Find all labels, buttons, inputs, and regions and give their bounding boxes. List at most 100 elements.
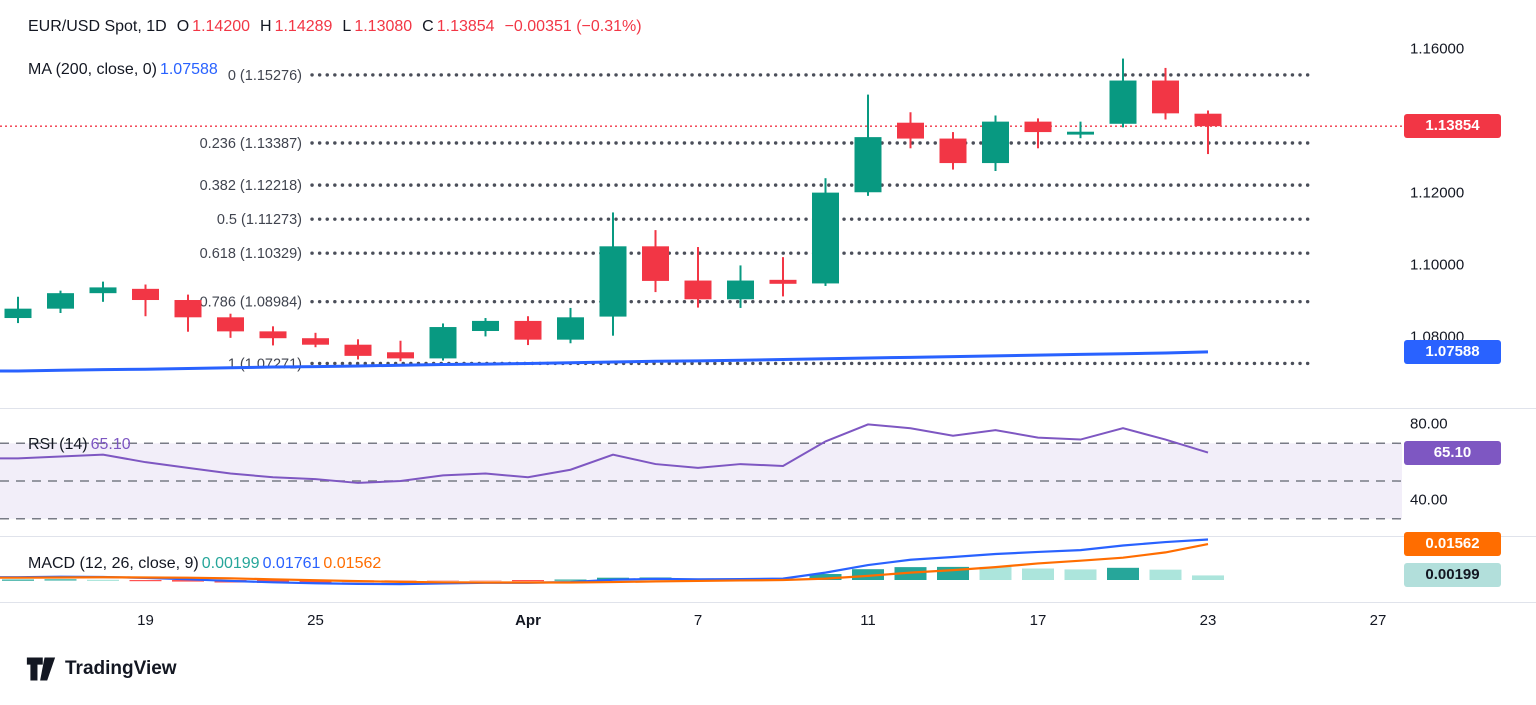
- rsi-tick: 40.00: [1410, 491, 1448, 509]
- rsi-value: 65.10: [90, 436, 131, 453]
- candle-body[interactable]: [47, 293, 74, 309]
- rsi-legend[interactable]: RSI (14) 65.10: [28, 436, 131, 454]
- candle-body[interactable]: [982, 121, 1009, 164]
- macd-histogram-bar[interactable]: [44, 579, 77, 581]
- time-scale[interactable]: 19 25 Apr 7 11 17 23 27: [0, 606, 1536, 644]
- ma-label: MA (200, close, 0): [28, 61, 157, 78]
- candle-body[interactable]: [344, 344, 372, 356]
- candle-body[interactable]: [174, 300, 202, 318]
- price-tick: 1.16000: [1410, 40, 1465, 58]
- time-tick-11: 11: [860, 612, 876, 629]
- macd-histogram-bar[interactable]: [1149, 569, 1182, 580]
- macd-histogram-bar[interactable]: [427, 580, 459, 582]
- candle-body[interactable]: [514, 320, 542, 340]
- candle-body[interactable]: [259, 331, 287, 339]
- time-tick-23: 23: [1199, 612, 1217, 629]
- macd-histogram-bar[interactable]: [172, 580, 204, 582]
- ohlc-close-label: C: [422, 18, 434, 35]
- time-tick-17: 17: [1029, 612, 1047, 629]
- tradingview-brand-text: TradingView: [65, 658, 177, 679]
- candle-body[interactable]: [387, 352, 414, 359]
- macd-histogram-bar[interactable]: [1022, 568, 1054, 581]
- macd-histogram-bar[interactable]: [1192, 575, 1224, 580]
- ohlc-close-value: 1.13854: [436, 18, 495, 35]
- candle-body[interactable]: [132, 288, 159, 301]
- candle-body[interactable]: [1024, 121, 1052, 133]
- macd-signal-badge: 0.01562: [1404, 532, 1501, 557]
- candle-body[interactable]: [1109, 80, 1137, 124]
- macd-histogram-bar[interactable]: [87, 579, 119, 581]
- candle-body[interactable]: [4, 308, 32, 319]
- macd-histogram-bar[interactable]: [469, 580, 502, 582]
- rsi-tick: 80.00: [1410, 415, 1448, 433]
- candle-body[interactable]: [1067, 131, 1094, 135]
- tradingview-logo[interactable]: TradingView: [26, 656, 177, 682]
- macd-histogram-bar[interactable]: [129, 580, 162, 582]
- macd-histogram-bar[interactable]: [554, 579, 587, 581]
- candle-body[interactable]: [1152, 80, 1179, 114]
- ohlc-high-label: H: [260, 18, 272, 35]
- candle-body[interactable]: [854, 137, 882, 193]
- macd-line-value: 0.01761: [262, 555, 321, 572]
- rsi-label: RSI (14): [28, 436, 88, 453]
- time-tick-7: 7: [693, 612, 703, 629]
- candle-body[interactable]: [812, 192, 839, 284]
- candle-body[interactable]: [727, 280, 754, 300]
- macd-histogram-bar[interactable]: [512, 580, 544, 582]
- macd-histogram-bar[interactable]: [2, 579, 34, 581]
- ma-value-badge: 1.07588: [1404, 339, 1501, 364]
- candle-body[interactable]: [89, 287, 117, 294]
- candle-body[interactable]: [642, 246, 669, 281]
- fib-level-label[interactable]: 0 (1.15276): [228, 68, 302, 84]
- macd-histogram-bar[interactable]: [1107, 567, 1139, 580]
- fib-level-label[interactable]: 0.236 (1.13387): [200, 136, 302, 152]
- macd-hist-value: 0.00199: [201, 555, 260, 572]
- symbol-legend[interactable]: EUR/USD Spot, 1D O 1.14200 H 1.14289 L 1…: [28, 18, 642, 36]
- candle-body[interactable]: [769, 279, 797, 284]
- ohlc-low-value: 1.13080: [354, 18, 413, 35]
- price-tick: 1.12000: [1410, 184, 1465, 202]
- macd-signal-line[interactable]: [0, 542, 1209, 584]
- candle-body[interactable]: [1194, 113, 1222, 127]
- macd-histogram-bar[interactable]: [979, 566, 1012, 580]
- fib-level-label[interactable]: 0.5 (1.11273): [217, 212, 302, 228]
- macd-histogram-bar[interactable]: [299, 580, 332, 583]
- candle-body[interactable]: [217, 317, 244, 332]
- time-tick-Apr: Apr: [515, 612, 541, 629]
- ohlc-high-value: 1.14289: [274, 18, 333, 35]
- fib-level-label[interactable]: 1 (1.07271): [228, 356, 302, 372]
- macd-histogram-bar[interactable]: [1064, 569, 1097, 580]
- rsi-value-badge: 65.10: [1404, 440, 1501, 465]
- candle-body[interactable]: [472, 320, 499, 332]
- macd-line[interactable]: [0, 538, 1209, 586]
- macd-label: MACD (12, 26, close, 9): [28, 555, 199, 572]
- fib-level-label[interactable]: 0.618 (1.10329): [200, 246, 302, 262]
- ma-value: 1.07588: [159, 61, 218, 78]
- candle-body[interactable]: [557, 317, 584, 340]
- price-tick: 1.10000: [1410, 256, 1465, 274]
- candle-body[interactable]: [897, 122, 924, 139]
- ohlc-open-value: 1.14200: [192, 18, 251, 35]
- time-tick-19: 19: [137, 612, 154, 629]
- candle-body[interactable]: [684, 280, 712, 300]
- candle-body[interactable]: [599, 246, 627, 317]
- ma200-line[interactable]: [0, 350, 1209, 373]
- macd-legend[interactable]: MACD (12, 26, close, 9) 0.00199 0.01761 …: [28, 555, 381, 573]
- ma-legend[interactable]: MA (200, close, 0) 1.07588: [28, 61, 218, 79]
- rsi-line[interactable]: [0, 423, 1209, 484]
- price-scale[interactable]: 1.16000 1.12000 1.10000 1.08000 1.13854 1.075…: [1402, 0, 1536, 648]
- last-price-badge: 1.13854: [1404, 114, 1501, 139]
- macd-histogram-bar[interactable]: [809, 574, 842, 580]
- candle-body[interactable]: [939, 138, 967, 164]
- candle-body[interactable]: [429, 327, 457, 359]
- macd-histogram-bar[interactable]: [852, 569, 884, 580]
- chart-canvas[interactable]: 0 (1.15276) 0.236 (1.13387) 0.382 (1.12218…: [0, 0, 1536, 648]
- fib-level-label[interactable]: 0.786 (1.08984): [200, 295, 302, 311]
- candle-body[interactable]: [302, 338, 329, 345]
- fib-level-label[interactable]: 0.382 (1.12218): [200, 178, 302, 194]
- time-tick-27: 27: [1369, 612, 1387, 629]
- macd-hist-badge: 0.00199: [1404, 563, 1501, 588]
- symbol-title: EUR/USD Spot, 1D: [28, 18, 167, 35]
- ohlc-open-label: O: [176, 18, 190, 35]
- time-tick-25: 25: [307, 612, 324, 629]
